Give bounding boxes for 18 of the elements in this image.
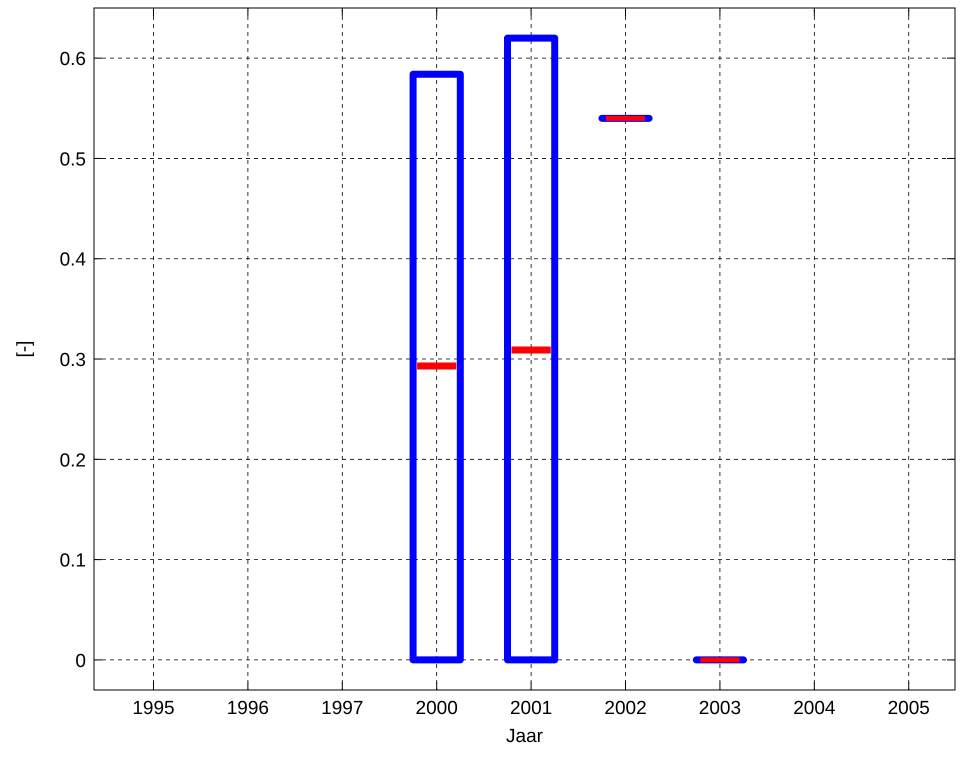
x-tick-label: 2003 bbox=[698, 698, 742, 719]
y-tick-label: 0.5 bbox=[60, 149, 86, 170]
y-tick-label: 0.6 bbox=[60, 49, 86, 70]
x-tick-label: 2002 bbox=[604, 698, 647, 719]
x-tick-label: 1995 bbox=[132, 698, 175, 719]
x-tick-label: 2001 bbox=[510, 698, 552, 719]
x-axis-title: Jaar bbox=[506, 726, 544, 747]
x-tick-label: 1997 bbox=[321, 698, 364, 719]
y-tick-label: 0.3 bbox=[60, 350, 86, 372]
y-tick-label: 0.2 bbox=[60, 450, 86, 472]
x-tick-label: 2000 bbox=[416, 698, 458, 719]
y-tick-label: 0.1 bbox=[60, 550, 86, 572]
y-axis-title: [-] bbox=[14, 340, 35, 358]
y-tick-label: 0.4 bbox=[60, 250, 86, 271]
x-tick-label: 1996 bbox=[226, 698, 270, 719]
y-tick-label: 0 bbox=[75, 650, 86, 672]
x-tick-label: 2004 bbox=[793, 698, 836, 719]
x-tick-label: 2005 bbox=[888, 698, 930, 719]
